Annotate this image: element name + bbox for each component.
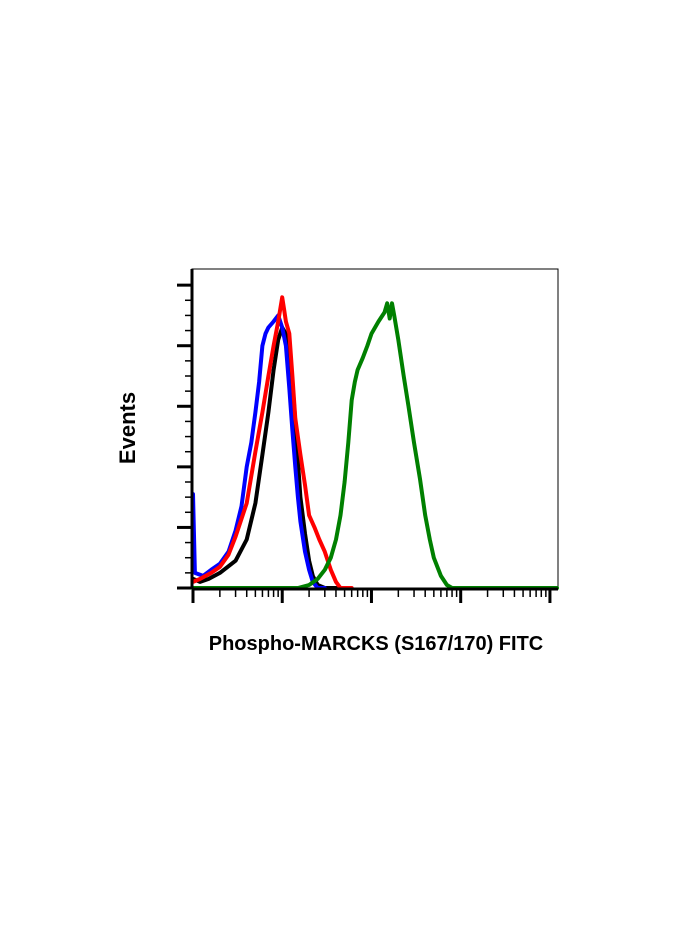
series-layer [191,295,559,590]
histogram-series-2 [191,295,354,590]
histogram-series-0 [191,325,338,590]
histogram-series-1 [191,313,327,590]
x-axis-ticks [191,589,552,603]
y-axis-ticks [177,283,192,590]
x-axis-title: Phospho-MARCKS (S167/170) FITC [209,633,543,655]
y-axis-title: Events [115,392,140,464]
histogram-series-3 [191,301,559,590]
